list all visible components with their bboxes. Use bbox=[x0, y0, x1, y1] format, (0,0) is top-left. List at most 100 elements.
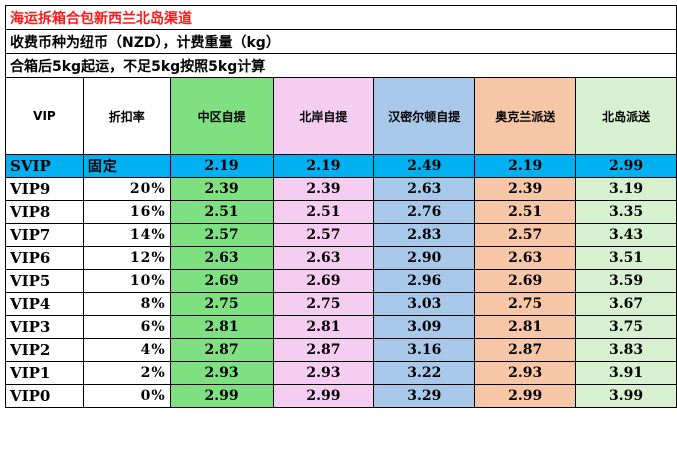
price-cell-hamilton-pickup: 2.96 bbox=[373, 269, 476, 293]
price-cell-north-shore-pickup: 2.87 bbox=[272, 338, 375, 362]
note-row: 收费币种为纽币（NZD），计费重量（kg） bbox=[5, 29, 677, 54]
price-cell-hamilton-pickup: 3.29 bbox=[373, 384, 476, 408]
price-cell-central-pickup: 2.99 bbox=[169, 384, 274, 408]
discount-cell: 固定 bbox=[82, 154, 171, 178]
price-cell-central-pickup: 2.51 bbox=[169, 200, 274, 224]
table-row: VIP0 0% 2.99 2.99 3.29 2.99 3.99 bbox=[5, 384, 677, 408]
vip-level-cell: VIP2 bbox=[5, 338, 84, 362]
table-row: VIP1 2% 2.93 2.93 3.22 2.93 3.91 bbox=[5, 361, 677, 385]
header-vip: VIP bbox=[5, 77, 84, 155]
price-cell-hamilton-pickup: 2.49 bbox=[373, 154, 476, 178]
header-north-island-delivery: 北岛派送 bbox=[575, 77, 677, 155]
currency-note: 收费币种为纽币（NZD），计费重量（kg） bbox=[5, 29, 677, 54]
header-row: VIP 折扣率 中区自提 北岸自提 汉密尔顿自提 奥克兰派送 北岛派送 bbox=[5, 77, 677, 155]
price-cell-auckland-delivery: 2.81 bbox=[474, 315, 577, 339]
table-row: VIP6 12% 2.63 2.63 2.90 2.63 3.51 bbox=[5, 246, 677, 270]
price-cell-north-shore-pickup: 2.19 bbox=[272, 154, 375, 178]
header-discount: 折扣率 bbox=[82, 77, 171, 155]
vip-level-cell: VIP5 bbox=[5, 269, 84, 293]
discount-cell: 16% bbox=[82, 200, 171, 224]
price-cell-auckland-delivery: 2.19 bbox=[474, 154, 577, 178]
price-cell-auckland-delivery: 2.75 bbox=[474, 292, 577, 316]
price-cell-central-pickup: 2.63 bbox=[169, 246, 274, 270]
discount-cell: 12% bbox=[82, 246, 171, 270]
vip-level-cell: VIP0 bbox=[5, 384, 84, 408]
table-row: VIP8 16% 2.51 2.51 2.76 2.51 3.35 bbox=[5, 200, 677, 224]
header-central-pickup: 中区自提 bbox=[169, 77, 274, 155]
price-cell-auckland-delivery: 2.93 bbox=[474, 361, 577, 385]
price-cell-north-shore-pickup: 2.69 bbox=[272, 269, 375, 293]
discount-cell: 20% bbox=[82, 177, 171, 201]
header-auckland-delivery: 奥克兰派送 bbox=[474, 77, 577, 155]
table-row: VIP3 6% 2.81 2.81 3.09 2.81 3.75 bbox=[5, 315, 677, 339]
vip-level-cell: VIP7 bbox=[5, 223, 84, 247]
price-cell-auckland-delivery: 2.57 bbox=[474, 223, 577, 247]
table-row: SVIP 固定 2.19 2.19 2.49 2.19 2.99 bbox=[5, 154, 677, 178]
price-cell-hamilton-pickup: 2.63 bbox=[373, 177, 476, 201]
price-cell-central-pickup: 2.57 bbox=[169, 223, 274, 247]
price-cell-auckland-delivery: 2.39 bbox=[474, 177, 577, 201]
price-cell-central-pickup: 2.93 bbox=[169, 361, 274, 385]
note-row: 合箱后5kg起运，不足5kg按照5kg计算 bbox=[5, 53, 677, 78]
table-row: VIP7 14% 2.57 2.57 2.83 2.57 3.43 bbox=[5, 223, 677, 247]
discount-cell: 0% bbox=[82, 384, 171, 408]
price-cell-auckland-delivery: 2.63 bbox=[474, 246, 577, 270]
price-cell-auckland-delivery: 2.51 bbox=[474, 200, 577, 224]
minimum-weight-note: 合箱后5kg起运，不足5kg按照5kg计算 bbox=[5, 53, 677, 78]
price-cell-auckland-delivery: 2.99 bbox=[474, 384, 577, 408]
table-row: VIP5 10% 2.69 2.69 2.96 2.69 3.59 bbox=[5, 269, 677, 293]
table-row: VIP2 4% 2.87 2.87 3.16 2.87 3.83 bbox=[5, 338, 677, 362]
table-row: VIP4 8% 2.75 2.75 3.03 2.75 3.67 bbox=[5, 292, 677, 316]
vip-level-cell: VIP8 bbox=[5, 200, 84, 224]
price-cell-north-island-delivery: 3.35 bbox=[575, 200, 677, 224]
price-cell-north-island-delivery: 3.83 bbox=[575, 338, 677, 362]
price-cell-north-island-delivery: 3.19 bbox=[575, 177, 677, 201]
price-cell-hamilton-pickup: 3.09 bbox=[373, 315, 476, 339]
price-cell-hamilton-pickup: 2.90 bbox=[373, 246, 476, 270]
discount-cell: 6% bbox=[82, 315, 171, 339]
price-cell-central-pickup: 2.39 bbox=[169, 177, 274, 201]
price-cell-north-island-delivery: 3.67 bbox=[575, 292, 677, 316]
vip-level-cell: VIP1 bbox=[5, 361, 84, 385]
title-row: 海运拆箱合包新西兰北岛渠道 bbox=[5, 5, 677, 30]
price-cell-north-island-delivery: 3.59 bbox=[575, 269, 677, 293]
price-cell-north-island-delivery: 3.99 bbox=[575, 384, 677, 408]
price-cell-north-shore-pickup: 2.39 bbox=[272, 177, 375, 201]
price-cell-north-shore-pickup: 2.99 bbox=[272, 384, 375, 408]
page-title: 海运拆箱合包新西兰北岛渠道 bbox=[5, 5, 677, 30]
vip-level-cell: VIP9 bbox=[5, 177, 84, 201]
price-cell-north-shore-pickup: 2.75 bbox=[272, 292, 375, 316]
price-cell-central-pickup: 2.75 bbox=[169, 292, 274, 316]
vip-level-cell: VIP4 bbox=[5, 292, 84, 316]
price-table: 海运拆箱合包新西兰北岛渠道 收费币种为纽币（NZD），计费重量（kg） 合箱后5… bbox=[5, 5, 677, 408]
discount-cell: 4% bbox=[82, 338, 171, 362]
discount-cell: 14% bbox=[82, 223, 171, 247]
header-north-shore-pickup: 北岸自提 bbox=[272, 77, 375, 155]
vip-level-cell: VIP6 bbox=[5, 246, 84, 270]
price-cell-hamilton-pickup: 3.03 bbox=[373, 292, 476, 316]
price-cell-central-pickup: 2.87 bbox=[169, 338, 274, 362]
price-cell-north-island-delivery: 3.43 bbox=[575, 223, 677, 247]
price-cell-central-pickup: 2.19 bbox=[169, 154, 274, 178]
header-hamilton-pickup: 汉密尔顿自提 bbox=[373, 77, 476, 155]
vip-level-cell: VIP3 bbox=[5, 315, 84, 339]
discount-cell: 8% bbox=[82, 292, 171, 316]
price-cell-central-pickup: 2.69 bbox=[169, 269, 274, 293]
price-cell-north-shore-pickup: 2.93 bbox=[272, 361, 375, 385]
price-cell-central-pickup: 2.81 bbox=[169, 315, 274, 339]
price-cell-north-shore-pickup: 2.57 bbox=[272, 223, 375, 247]
price-cell-hamilton-pickup: 3.16 bbox=[373, 338, 476, 362]
vip-level-cell: SVIP bbox=[5, 154, 84, 178]
price-cell-north-island-delivery: 2.99 bbox=[575, 154, 677, 178]
price-cell-auckland-delivery: 2.69 bbox=[474, 269, 577, 293]
price-cell-hamilton-pickup: 3.22 bbox=[373, 361, 476, 385]
table-row: VIP9 20% 2.39 2.39 2.63 2.39 3.19 bbox=[5, 177, 677, 201]
price-cell-north-shore-pickup: 2.63 bbox=[272, 246, 375, 270]
discount-cell: 10% bbox=[82, 269, 171, 293]
price-cell-north-shore-pickup: 2.51 bbox=[272, 200, 375, 224]
price-cell-north-island-delivery: 3.75 bbox=[575, 315, 677, 339]
price-cell-hamilton-pickup: 2.76 bbox=[373, 200, 476, 224]
price-cell-north-island-delivery: 3.51 bbox=[575, 246, 677, 270]
price-cell-hamilton-pickup: 2.83 bbox=[373, 223, 476, 247]
price-cell-north-shore-pickup: 2.81 bbox=[272, 315, 375, 339]
